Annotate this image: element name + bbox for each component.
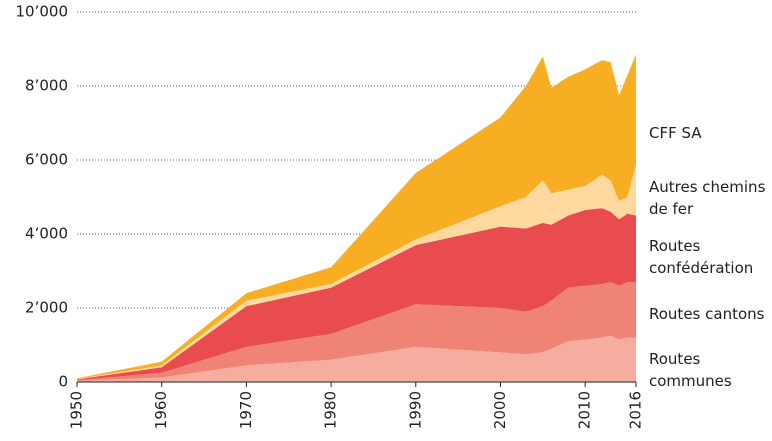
x-tick-label: 2000 [491,391,509,429]
x-tick-label: 1990 [406,391,424,429]
x-tick-label: 1980 [322,391,340,429]
legend-label: CFF SA [649,124,702,142]
x-tick-label: 2016 [627,391,645,429]
y-tick-label: 0 [58,373,68,391]
y-tick-label: 8’000 [25,77,68,95]
legend-label: Routes confédération [649,237,754,277]
y-tick-label: 4’000 [25,225,68,243]
y-tick-label: 10’000 [16,3,69,21]
x-tick-label: 1960 [152,391,170,429]
area [77,335,636,382]
x-tick-label: 2010 [576,391,594,429]
legend-label: Routes communes [649,350,732,390]
y-tick-label: 2’000 [25,299,68,317]
y-tick-label: 6’000 [25,151,68,169]
legend-label: Autres chemins de fer [649,178,766,218]
x-tick-label: 1950 [68,391,86,429]
area [77,282,636,381]
area [77,54,636,380]
area [77,163,636,380]
legend-label: Routes cantons [649,305,765,323]
area [77,208,636,381]
x-tick-label: 1970 [237,391,255,429]
